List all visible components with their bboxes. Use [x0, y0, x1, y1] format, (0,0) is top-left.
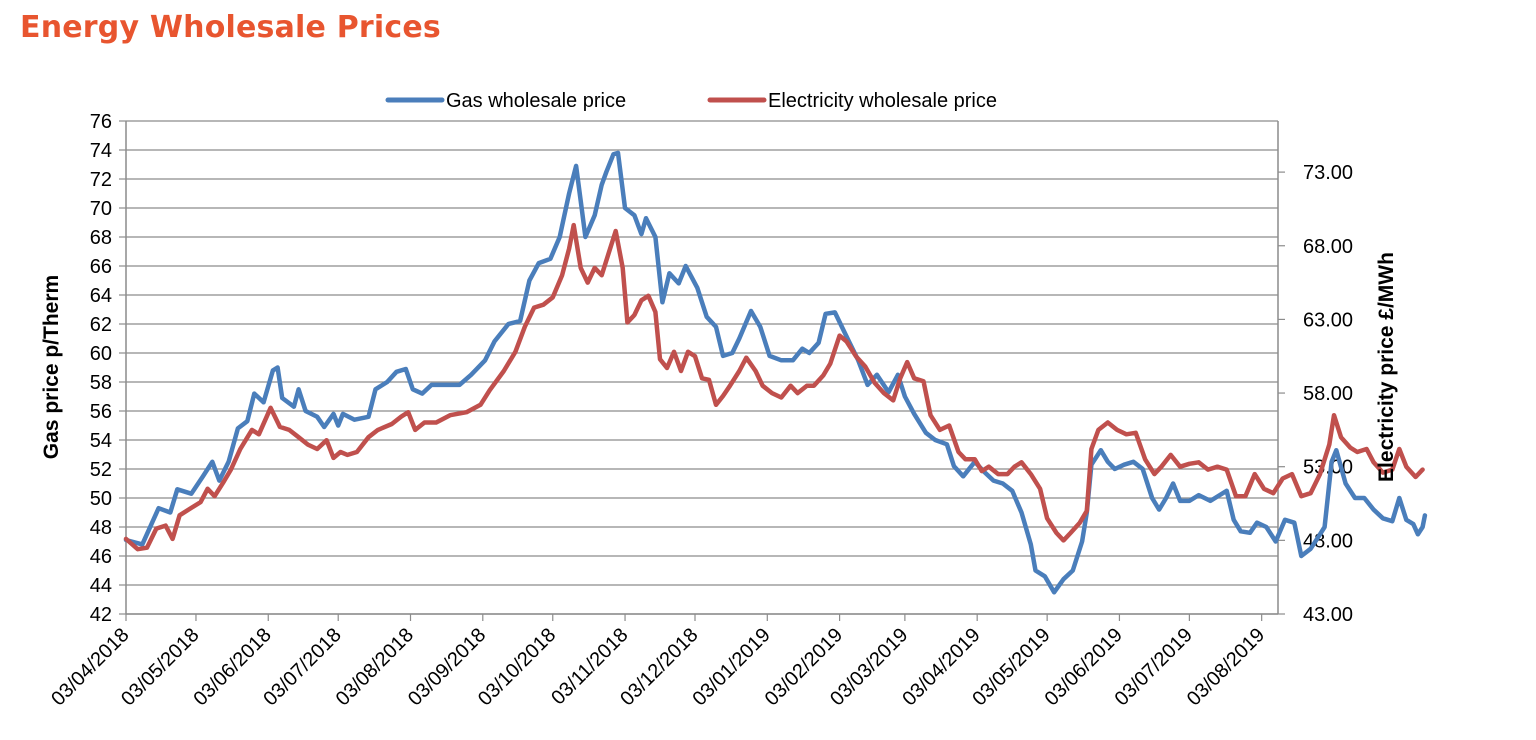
x-tick-label: 03/08/2018	[332, 624, 418, 710]
left-tick-label: 56	[90, 401, 112, 423]
left-axis-label: Gas price p/Therm	[40, 275, 63, 459]
left-tick-label: 70	[90, 198, 112, 220]
left-tick-label: 74	[90, 140, 112, 162]
series-lines	[123, 150, 1428, 595]
legend-electricity-label: Electricity wholesale price	[768, 90, 997, 112]
left-tick-label: 52	[90, 459, 112, 481]
left-tick-label: 44	[90, 575, 112, 597]
left-tick-label: 58	[90, 372, 112, 394]
right-tick-label: 48.00	[1303, 530, 1353, 552]
left-tick-label: 68	[90, 227, 112, 249]
left-tick-label: 76	[90, 111, 112, 133]
left-tick-label: 54	[90, 430, 112, 452]
chart-legend: Gas wholesale price Electricity wholesale…	[385, 90, 997, 112]
left-tick-label: 48	[90, 517, 112, 539]
left-axis-ticks: 76 74 72 70 68 66 64 62 60 58 56 54 52 50 48 46 44 42	[90, 111, 112, 626]
right-tick-label: 58.00	[1303, 383, 1353, 405]
right-tick-label: 73.00	[1303, 162, 1353, 184]
x-tick-label: 03/08/2019	[1183, 624, 1269, 710]
left-tick-label: 50	[90, 488, 112, 510]
electricity-price-line	[123, 222, 1425, 552]
x-tick-label: 03/01/2019	[688, 624, 774, 710]
gridlines	[126, 120, 1278, 615]
legend-gas-label: Gas wholesale price	[446, 90, 626, 112]
left-tick-label: 66	[90, 256, 112, 278]
right-tick-label: 68.00	[1303, 236, 1353, 258]
x-axis-ticks: 03/04/201803/05/201803/06/201803/07/2018…	[47, 624, 1269, 710]
left-tick-label: 62	[90, 314, 112, 336]
left-tick-label: 60	[90, 343, 112, 365]
left-tick-label: 46	[90, 546, 112, 568]
right-tick-label: 43.00	[1303, 604, 1353, 626]
right-axis-label: Electricity price £/MWh	[1375, 252, 1398, 482]
left-tick-label: 72	[90, 169, 112, 191]
gas-price-line	[123, 150, 1428, 595]
left-tick-label: 42	[90, 604, 112, 626]
left-tick-label: 64	[90, 285, 112, 307]
page-title: Energy Wholesale Prices	[20, 10, 441, 45]
right-tick-label: 63.00	[1303, 309, 1353, 331]
